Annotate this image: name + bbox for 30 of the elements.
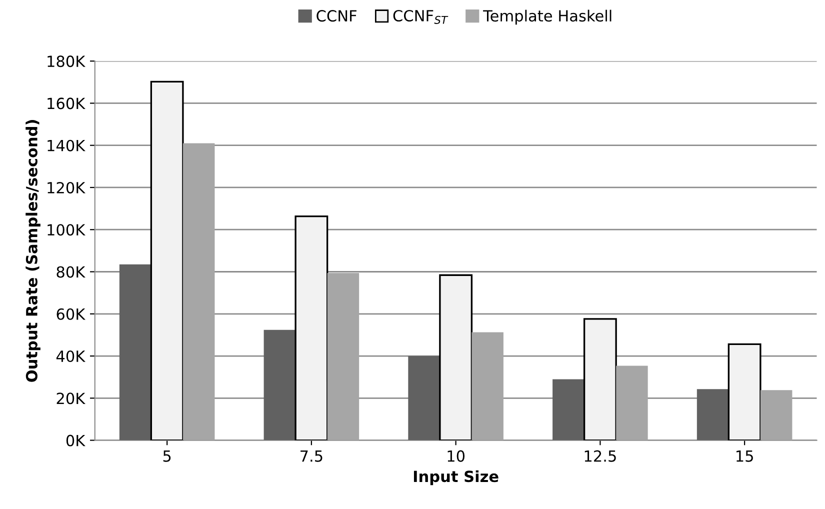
y-tick-label: 180K [48, 56, 86, 68]
bar [472, 332, 504, 440]
bar [327, 273, 360, 440]
y-tick-label: 160K [48, 98, 86, 110]
x-tick-label: 12.5 [584, 450, 616, 462]
x-tick-label: 5 [163, 450, 171, 462]
bar [616, 366, 648, 440]
bar [696, 389, 729, 440]
bar [552, 379, 584, 440]
y-tick-label: 140K [48, 140, 86, 152]
legend-label: CCNF$_{ST}$ [393, 10, 448, 24]
x-tick-label: 15 [736, 450, 753, 462]
bar [760, 390, 792, 440]
legend-label: CCNF [316, 10, 356, 22]
x-axis-title: Input Size [414, 470, 498, 486]
y-tick-label: 100K [48, 224, 86, 236]
bar [182, 143, 215, 440]
y-tick-label: 120K [48, 182, 86, 194]
y-tick-label: 80K [56, 266, 86, 278]
y-tick-label: 60K [56, 308, 86, 320]
bar [408, 356, 440, 440]
y-axis-title: Output Rate (Samples/second) [26, 120, 40, 382]
legend-label: Template Haskell [483, 10, 612, 25]
x-tick-label: 10 [448, 450, 465, 462]
y-tick-label: 20K [56, 392, 86, 404]
bar [119, 264, 152, 440]
bar [264, 330, 296, 440]
y-tick-label: 40K [56, 350, 86, 362]
y-tick-label: 0K [66, 434, 86, 446]
x-tick-label: 7.5 [300, 450, 322, 462]
